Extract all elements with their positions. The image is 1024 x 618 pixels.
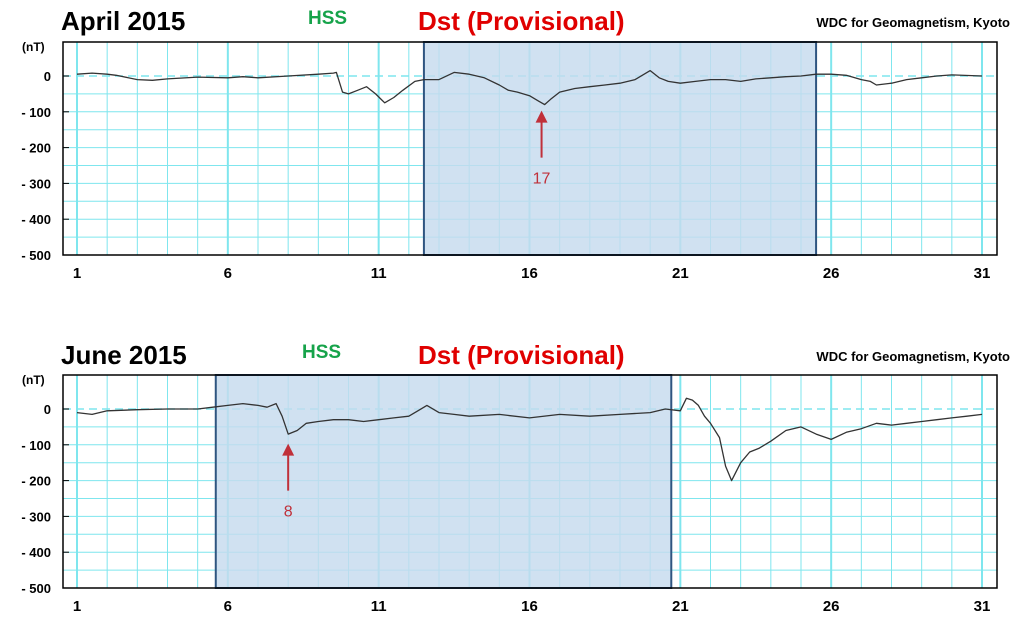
panel1-hss-label: HSS xyxy=(308,8,347,29)
panel2-x-tick-label: 11 xyxy=(371,598,387,615)
panel2-annotation-arrow-head xyxy=(282,443,295,456)
panel1-x-tick-label: 11 xyxy=(371,265,387,282)
panel2-y-tick-label: 0 xyxy=(44,402,51,417)
panel1-x-tick-label: 21 xyxy=(672,265,689,282)
panel2-x-tick-label: 1 xyxy=(73,598,81,615)
panel2-credit: WDC for Geomagnetism, Kyoto xyxy=(816,349,1010,364)
panel2-y-tick-label: - 500 xyxy=(21,581,51,596)
panel1-y-axis-label: (nT) xyxy=(22,40,45,54)
panel1-plot-frame xyxy=(62,41,998,256)
panel1-annotation-label: 17 xyxy=(533,171,551,188)
panel1-credit: WDC for Geomagnetism, Kyoto xyxy=(816,15,1010,30)
panel1-x-tick-label: 16 xyxy=(521,265,538,282)
panel2-dst-label: Dst (Provisional) xyxy=(418,340,625,370)
panel2-plot-frame xyxy=(62,374,998,589)
panel2-y-tick-label: - 100 xyxy=(21,438,51,453)
panel1-y-tick-label: 0 xyxy=(44,69,51,84)
panel2-hss-interval-box xyxy=(214,374,673,589)
panel1-x-tick-label: 6 xyxy=(224,265,232,282)
panel2-title: June 2015 xyxy=(61,340,187,370)
panel1-y-tick-label: - 400 xyxy=(21,212,51,227)
panel2-x-tick-label: 21 xyxy=(672,598,689,615)
panel2-annotation-label: 8 xyxy=(284,504,293,521)
panel2-dst-series-line xyxy=(76,397,983,482)
panel1-y-tick-label: - 200 xyxy=(21,141,51,156)
panel1-hss-interval-box xyxy=(422,41,818,256)
panel1-x-tick-label: 1 xyxy=(73,265,81,282)
panel1-x-tick-label: 31 xyxy=(974,265,991,282)
panel1-dst-series-line xyxy=(76,69,983,106)
panel2-x-tick-label: 6 xyxy=(224,598,232,615)
panel2-y-tick-label: - 300 xyxy=(21,509,51,524)
panel2-hss-label: HSS xyxy=(302,342,341,363)
panel1-y-tick-label: - 500 xyxy=(21,248,51,263)
panel1-y-tick-label: - 100 xyxy=(21,105,51,120)
panel1-annotation-arrow-head xyxy=(535,110,548,123)
panel2-x-tick-label: 26 xyxy=(823,598,840,615)
panel2-y-tick-label: - 200 xyxy=(21,474,51,489)
panel1-y-tick-label: - 300 xyxy=(21,176,51,191)
panel2-y-tick-label: - 400 xyxy=(21,545,51,560)
panel1-dst-label: Dst (Provisional) xyxy=(418,6,625,36)
panel2-y-axis-label: (nT) xyxy=(22,373,45,387)
panel1-x-tick-label: 26 xyxy=(823,265,840,282)
panel2-x-tick-label: 16 xyxy=(521,598,538,615)
panel1-title: April 2015 xyxy=(61,6,185,36)
panel2-x-tick-label: 31 xyxy=(974,598,991,615)
